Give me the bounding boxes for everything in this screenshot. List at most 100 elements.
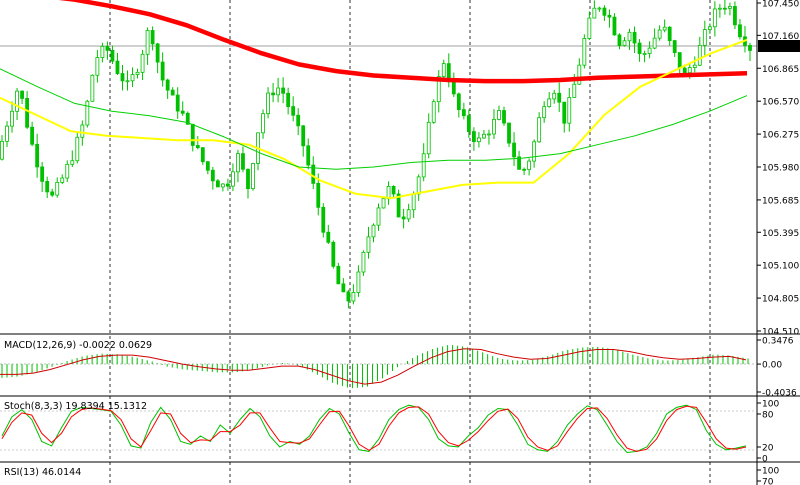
candle-body-85 <box>426 121 431 155</box>
candle-body-68 <box>341 283 346 293</box>
candle-body-29 <box>145 30 150 55</box>
price-tick-label-8: 105.100 <box>762 262 799 272</box>
candle-body-70 <box>351 292 356 302</box>
candles <box>0 0 752 309</box>
candle-body-61 <box>306 145 311 166</box>
candle-body-27 <box>135 71 140 75</box>
candle-body-118 <box>592 7 597 19</box>
candle-body-54 <box>271 92 275 96</box>
candle-body-149 <box>748 45 752 51</box>
rsi-title: RSI(13) 46.0144 <box>4 467 81 478</box>
candle-body-34 <box>170 89 175 96</box>
candle-body-123 <box>617 34 622 46</box>
candle-body-67 <box>336 265 341 285</box>
macd-tick-label-1: 0.00 <box>762 361 782 371</box>
candle-body-136 <box>682 67 687 74</box>
price-tick-label-3: 106.570 <box>762 98 799 108</box>
candle-body-42 <box>210 169 215 182</box>
candle-body-140 <box>702 29 707 46</box>
macd-histogram <box>1 345 749 389</box>
current-price-box <box>758 40 800 52</box>
current-price-label: 107.047 <box>761 43 798 53</box>
candle-body-50 <box>251 163 255 190</box>
stoch-tick-label-3: 0 <box>762 455 768 465</box>
candle-body-87 <box>436 76 441 103</box>
candle-body-98 <box>492 119 496 135</box>
candle-body-64 <box>321 206 326 233</box>
candle-body-138 <box>692 64 697 68</box>
stochastic-line-0 <box>1 404 747 454</box>
candle-body-5 <box>25 98 30 128</box>
candle-body-63 <box>316 182 321 208</box>
candle-body-72 <box>361 251 366 273</box>
candle-body-88 <box>441 63 446 77</box>
candle-body-41 <box>205 161 210 171</box>
candle-body-144 <box>722 7 727 10</box>
candle-body-32 <box>160 61 165 81</box>
stochastic-panel: Stoch(8,3,3) 19.8394 15.1312 <box>0 401 757 454</box>
candle-body-102 <box>512 142 516 158</box>
candle-body-2 <box>10 110 14 127</box>
candle-body-107 <box>537 117 542 143</box>
candle-body-14 <box>70 160 75 165</box>
candle-body-73 <box>366 236 371 253</box>
candle-body-112 <box>562 101 567 124</box>
candle-body-94 <box>471 131 476 143</box>
macd-axis: 0.3476 0.00 -0.4036 <box>757 337 797 399</box>
candle-body-9 <box>45 180 50 193</box>
candle-body-108 <box>542 106 547 119</box>
candle-body-137 <box>687 67 692 74</box>
candle-body-143 <box>717 7 722 10</box>
candle-body-66 <box>331 241 336 267</box>
current-price-tag: 107.047 <box>758 40 800 53</box>
candle-body-74 <box>371 224 376 238</box>
candle-body-43 <box>215 180 220 188</box>
candle-body-45 <box>226 183 230 187</box>
candle-body-49 <box>246 168 250 190</box>
candle-body-128 <box>642 53 647 55</box>
candle-body-90 <box>451 80 456 95</box>
macd-panel: MACD(12,26,9) -0.0022 0.0629 <box>0 340 757 389</box>
candle-body-26 <box>130 74 135 82</box>
moving-average-1 <box>0 38 748 200</box>
candle-body-104 <box>522 168 526 171</box>
candle-body-100 <box>502 110 506 124</box>
candle-body-33 <box>165 79 170 91</box>
candle-body-13 <box>65 163 70 179</box>
candle-body-58 <box>291 106 296 116</box>
candle-body-15 <box>75 136 80 162</box>
candle-body-84 <box>421 153 426 178</box>
candle-body-3 <box>15 90 19 112</box>
candle-body-24 <box>120 73 125 82</box>
candle-body-11 <box>55 181 60 196</box>
stoch-tick-label-2: 20 <box>762 444 774 454</box>
price-axis: 107.450 107.160 106.865 106.570 106.275 105.9… <box>757 0 799 338</box>
candle-body-113 <box>567 97 572 124</box>
candle-body-37 <box>185 112 190 125</box>
candle-body-36 <box>180 110 185 114</box>
macd-tick-label-0: 0.3476 <box>762 337 794 347</box>
candle-body-103 <box>517 156 521 170</box>
candle-body-38 <box>190 123 195 146</box>
candle-body-82 <box>411 193 416 211</box>
candle-body-0 <box>0 140 4 160</box>
candle-body-53 <box>266 92 270 115</box>
candle-body-127 <box>637 42 642 54</box>
candle-body-69 <box>346 291 351 302</box>
candle-body-46 <box>231 171 235 187</box>
candle-body-80 <box>401 216 406 220</box>
candle-body-75 <box>376 207 381 226</box>
candle-body-145 <box>728 6 732 9</box>
candle-body-48 <box>241 153 245 170</box>
candle-body-135 <box>677 52 682 69</box>
candle-body-120 <box>602 7 607 16</box>
candle-body-35 <box>175 94 180 112</box>
candle-body-93 <box>466 115 471 132</box>
candle-body-59 <box>296 114 301 127</box>
candle-body-8 <box>40 166 45 182</box>
candle-body-65 <box>326 231 331 243</box>
candle-body-111 <box>557 92 562 103</box>
